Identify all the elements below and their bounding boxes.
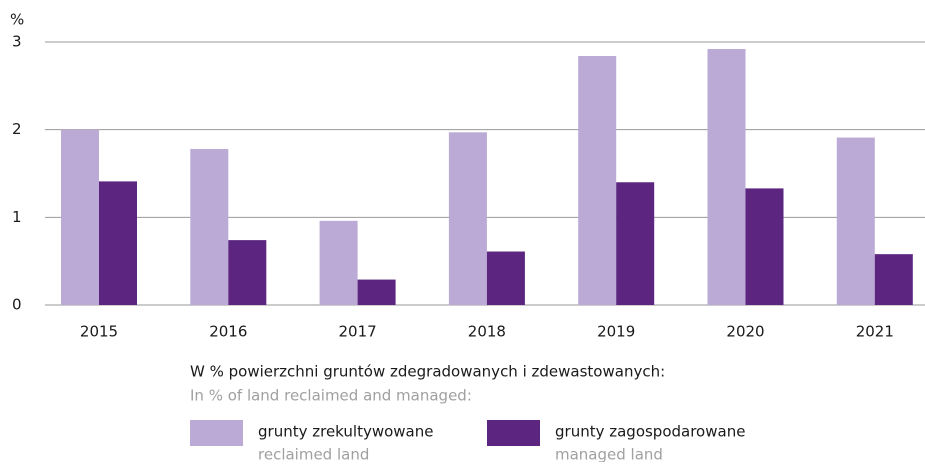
x-tick-label: 2021 [856, 323, 894, 341]
legend-swatch [487, 420, 540, 446]
legend-sublabel: reclaimed land [258, 446, 369, 463]
y-unit: % [10, 11, 24, 29]
bar [228, 240, 267, 305]
bar [707, 49, 746, 305]
bar [448, 132, 487, 305]
x-tick-label: 2015 [80, 323, 118, 341]
bar [61, 129, 99, 305]
bar [836, 137, 875, 305]
legend-title: W % powierzchni gruntów zdegradowanych i… [190, 363, 665, 381]
bar [486, 251, 525, 305]
bar [99, 181, 137, 305]
legend-sublabel: managed land [555, 446, 663, 463]
legend-label: grunty zagospodarowane [555, 423, 745, 441]
bar [578, 56, 617, 305]
x-tick-label: 2016 [209, 323, 247, 341]
legend-swatch [190, 420, 243, 446]
x-tick-label: 2020 [726, 323, 764, 341]
legend-label: grunty zrekultywowane [258, 423, 433, 441]
bar [616, 182, 655, 305]
bar [319, 220, 358, 305]
y-tick-label: 2 [12, 120, 22, 138]
y-tick-label: 3 [12, 33, 22, 51]
bar [745, 188, 784, 305]
y-tick-label: 1 [12, 208, 22, 226]
x-tick-label: 2018 [468, 323, 506, 341]
bar [874, 254, 913, 305]
bar [357, 279, 396, 305]
bar [190, 148, 229, 305]
x-tick-label: 2019 [597, 323, 635, 341]
x-tick-label: 2017 [339, 323, 377, 341]
y-tick-label: 0 [12, 296, 22, 314]
legend-subtitle: In % of land reclaimed and managed: [190, 387, 472, 405]
